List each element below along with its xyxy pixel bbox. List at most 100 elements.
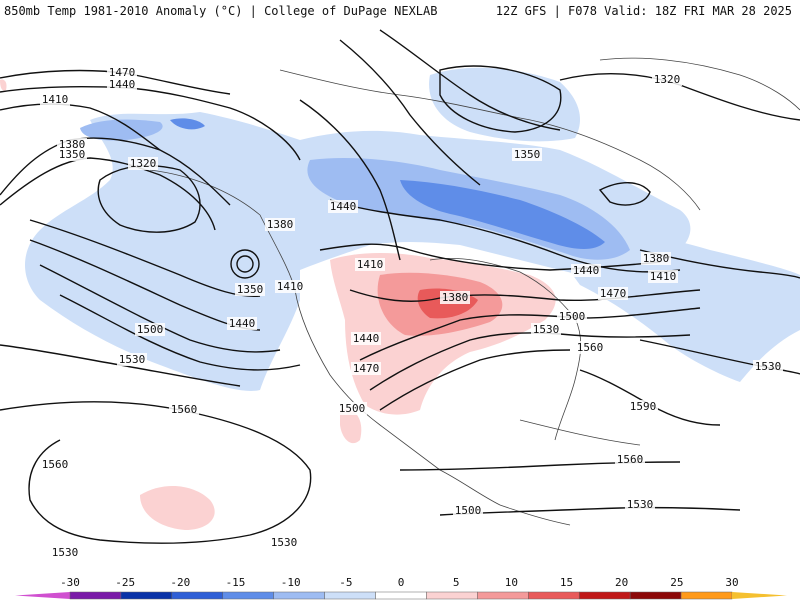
height-label: 1440 xyxy=(353,332,380,345)
height-label-bg xyxy=(265,218,295,231)
height-label: 1530 xyxy=(119,353,146,366)
height-label-bg xyxy=(337,402,367,415)
height-label: 1380 xyxy=(59,138,86,151)
height-label: 1320 xyxy=(130,157,157,170)
height-label: 1470 xyxy=(109,66,136,79)
height-label-bg xyxy=(641,252,671,265)
height-label-bg xyxy=(50,546,80,559)
colorbar-segment xyxy=(528,591,580,600)
height-label: 1530 xyxy=(52,546,79,559)
product-title: 850mb Temp 1981-2010 Anomaly (°C) | Coll… xyxy=(4,4,438,18)
height-label: 1410 xyxy=(650,270,677,283)
map-header: 850mb Temp 1981-2010 Anomaly (°C) | Coll… xyxy=(0,0,800,22)
height-label: 1470 xyxy=(353,362,380,375)
height-label-bg xyxy=(598,287,628,300)
height-label-bg xyxy=(628,400,658,413)
colorbar-segment xyxy=(324,591,376,600)
height-label: 1500 xyxy=(559,310,586,323)
colorbar-tick-label: 0 xyxy=(397,576,405,589)
weather-map: 1470 1440 1410 1380 1350 1320 1380 1350 1410 1440… xyxy=(0,22,800,575)
height-label: 1380 xyxy=(442,291,469,304)
height-label: 1350 xyxy=(514,148,541,161)
colorbar-tick-label: 30 xyxy=(725,576,739,589)
colorbar-tick-label: 20 xyxy=(615,576,629,589)
colorbar-segment xyxy=(477,591,529,600)
height-label-bg xyxy=(648,270,678,283)
height-label: 1380 xyxy=(643,252,670,265)
height-label-bg xyxy=(531,323,561,336)
height-label: 1470 xyxy=(600,287,627,300)
height-label-bg xyxy=(512,148,542,161)
height-label-bg xyxy=(57,148,87,161)
height-label-bg xyxy=(440,291,470,304)
height-label: 1560 xyxy=(171,403,198,416)
height-label: 1560 xyxy=(577,341,604,354)
height-label-bg xyxy=(351,362,381,375)
height-label-bg xyxy=(275,280,305,293)
colorbar-segment xyxy=(629,591,682,600)
colorbar-tick-label: -15 xyxy=(225,576,246,589)
height-label: 1530 xyxy=(627,498,654,511)
height-label-bg xyxy=(615,453,645,466)
colorbar-segment xyxy=(171,591,224,600)
height-label-bg xyxy=(652,73,682,86)
height-label: 1440 xyxy=(109,78,136,91)
height-label: 1440 xyxy=(573,264,600,277)
height-label-bg xyxy=(40,458,70,471)
colorbar-segment xyxy=(120,591,173,600)
height-label-bg xyxy=(328,200,358,213)
height-label-bg xyxy=(571,264,601,277)
valid-time: 12Z GFS | F078 Valid: 18Z FRI MAR 28 202… xyxy=(495,4,792,18)
height-label-bg xyxy=(235,283,265,296)
height-label-bg xyxy=(269,536,299,549)
height-label: 1440 xyxy=(330,200,357,213)
height-label-bg xyxy=(40,93,70,106)
colorbar-low-extend xyxy=(15,592,70,599)
height-label-bg xyxy=(107,66,137,79)
height-label: 1530 xyxy=(533,323,560,336)
height-label: 1500 xyxy=(339,402,366,415)
height-label: 1530 xyxy=(755,360,782,373)
colorbar-tick-label: 25 xyxy=(670,576,684,589)
colorbar-tick-label: -20 xyxy=(170,576,191,589)
height-label: 1530 xyxy=(271,536,298,549)
height-label: 1410 xyxy=(42,93,69,106)
height-label: 1410 xyxy=(277,280,304,293)
colorbar-tick-label: 5 xyxy=(452,576,460,589)
colorbar-tick-label: -5 xyxy=(339,576,353,589)
height-label-bg xyxy=(453,504,483,517)
height-label: 1410 xyxy=(357,258,384,271)
height-label: 1590 xyxy=(630,400,657,413)
colorbar-tick-label: 15 xyxy=(559,576,574,589)
height-label: 1380 xyxy=(267,218,294,231)
colorbar-segment xyxy=(273,591,325,600)
colorbar-tick-label: -30 xyxy=(60,576,80,589)
colorbar-tick-label: -10 xyxy=(280,576,301,589)
height-label: 1560 xyxy=(42,458,69,471)
height-label-bg xyxy=(355,258,385,271)
height-label-bg xyxy=(135,323,165,336)
height-label: 1500 xyxy=(455,504,482,517)
height-label: 1440 xyxy=(229,317,256,330)
height-label-bg xyxy=(753,360,783,373)
colorbar-segment xyxy=(680,591,733,600)
height-label-bg xyxy=(227,317,257,330)
colorbar-segment xyxy=(375,591,427,600)
colorbar-segment xyxy=(222,591,274,600)
anomaly-colorbar: -30 -25 -20 -15 -10 -5 0 5 10 15 20 25 30 xyxy=(0,575,800,600)
height-label-bg xyxy=(625,498,655,511)
height-label: 1350 xyxy=(237,283,264,296)
colorbar-segment xyxy=(69,591,122,600)
height-label-bg xyxy=(169,403,199,416)
height-label-bg xyxy=(117,353,147,366)
height-label-bg xyxy=(107,78,137,91)
height-label-bg xyxy=(557,310,587,323)
height-label: 1500 xyxy=(137,323,164,336)
colorbar-high-extend xyxy=(732,592,787,599)
colorbar-segment xyxy=(426,591,478,600)
height-label: 1350 xyxy=(59,148,86,161)
colorbar-tick-label: -25 xyxy=(115,576,136,589)
height-label: 1560 xyxy=(617,453,644,466)
